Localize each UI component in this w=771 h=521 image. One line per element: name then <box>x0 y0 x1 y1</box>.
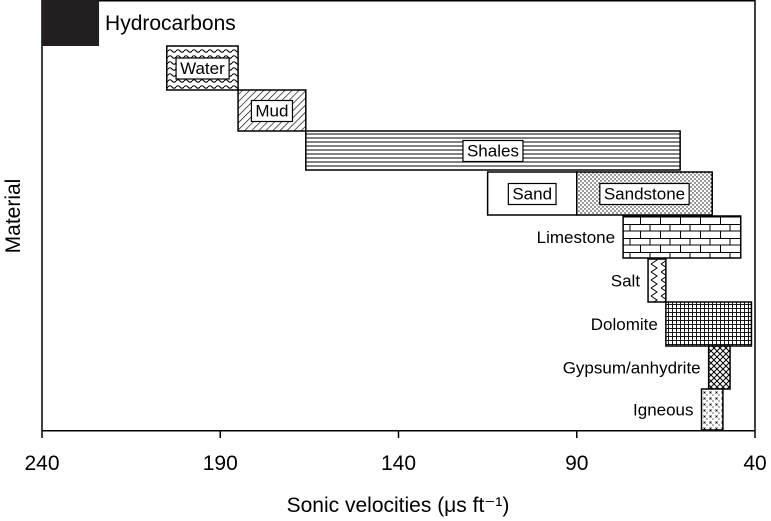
x-axis: 240 190 140 90 40 <box>24 431 767 475</box>
bar-label-box-mud <box>250 99 294 123</box>
bar-label-sandstone: Sandstone <box>604 185 685 204</box>
bar-label-hydrocarbons: Hydrocarbons <box>105 12 236 35</box>
bar-label-box-sandstone <box>599 182 690 206</box>
bar-label-water: Water <box>180 59 225 78</box>
bar-dolomite <box>665 301 753 347</box>
bar-hydrocarbons <box>42 0 100 46</box>
x-tick-label: 90 <box>565 452 588 475</box>
x-tick-label: 240 <box>24 452 59 475</box>
bar-label-mud: Mud <box>255 102 288 121</box>
plot-frame <box>41 0 756 432</box>
bar-label-sand: Sand <box>512 185 552 204</box>
x-axis-title: Sonic velocities (μs ft⁻¹) <box>287 494 510 517</box>
bar-label-shales: Shales <box>467 142 519 161</box>
bar-limestone <box>622 215 742 259</box>
bar-label-gypsum-anhydrite: Gypsum/anhydrite <box>563 359 701 378</box>
bar-label-salt: Salt <box>611 272 641 291</box>
x-tick-label: 40 <box>743 452 766 475</box>
bar-label-box-sand <box>507 182 557 206</box>
bar-label-box-shales <box>462 139 524 163</box>
bar-salt <box>647 258 667 303</box>
bars-layer: Hydrocarbons Water Mud Shales Sand Sandstone L… <box>42 0 753 431</box>
y-axis-title: Material <box>2 179 25 254</box>
x-tick-label: 190 <box>203 452 238 475</box>
bar-label-igneous: Igneous <box>633 401 694 420</box>
bar-label-dolomite: Dolomite <box>591 315 658 334</box>
bar-label-box-water <box>175 57 230 80</box>
bar-igneous <box>700 388 724 431</box>
x-tick-label: 140 <box>381 452 416 475</box>
bar-gypsum-anhydrite <box>707 345 731 390</box>
bar-label-limestone: Limestone <box>537 228 615 247</box>
